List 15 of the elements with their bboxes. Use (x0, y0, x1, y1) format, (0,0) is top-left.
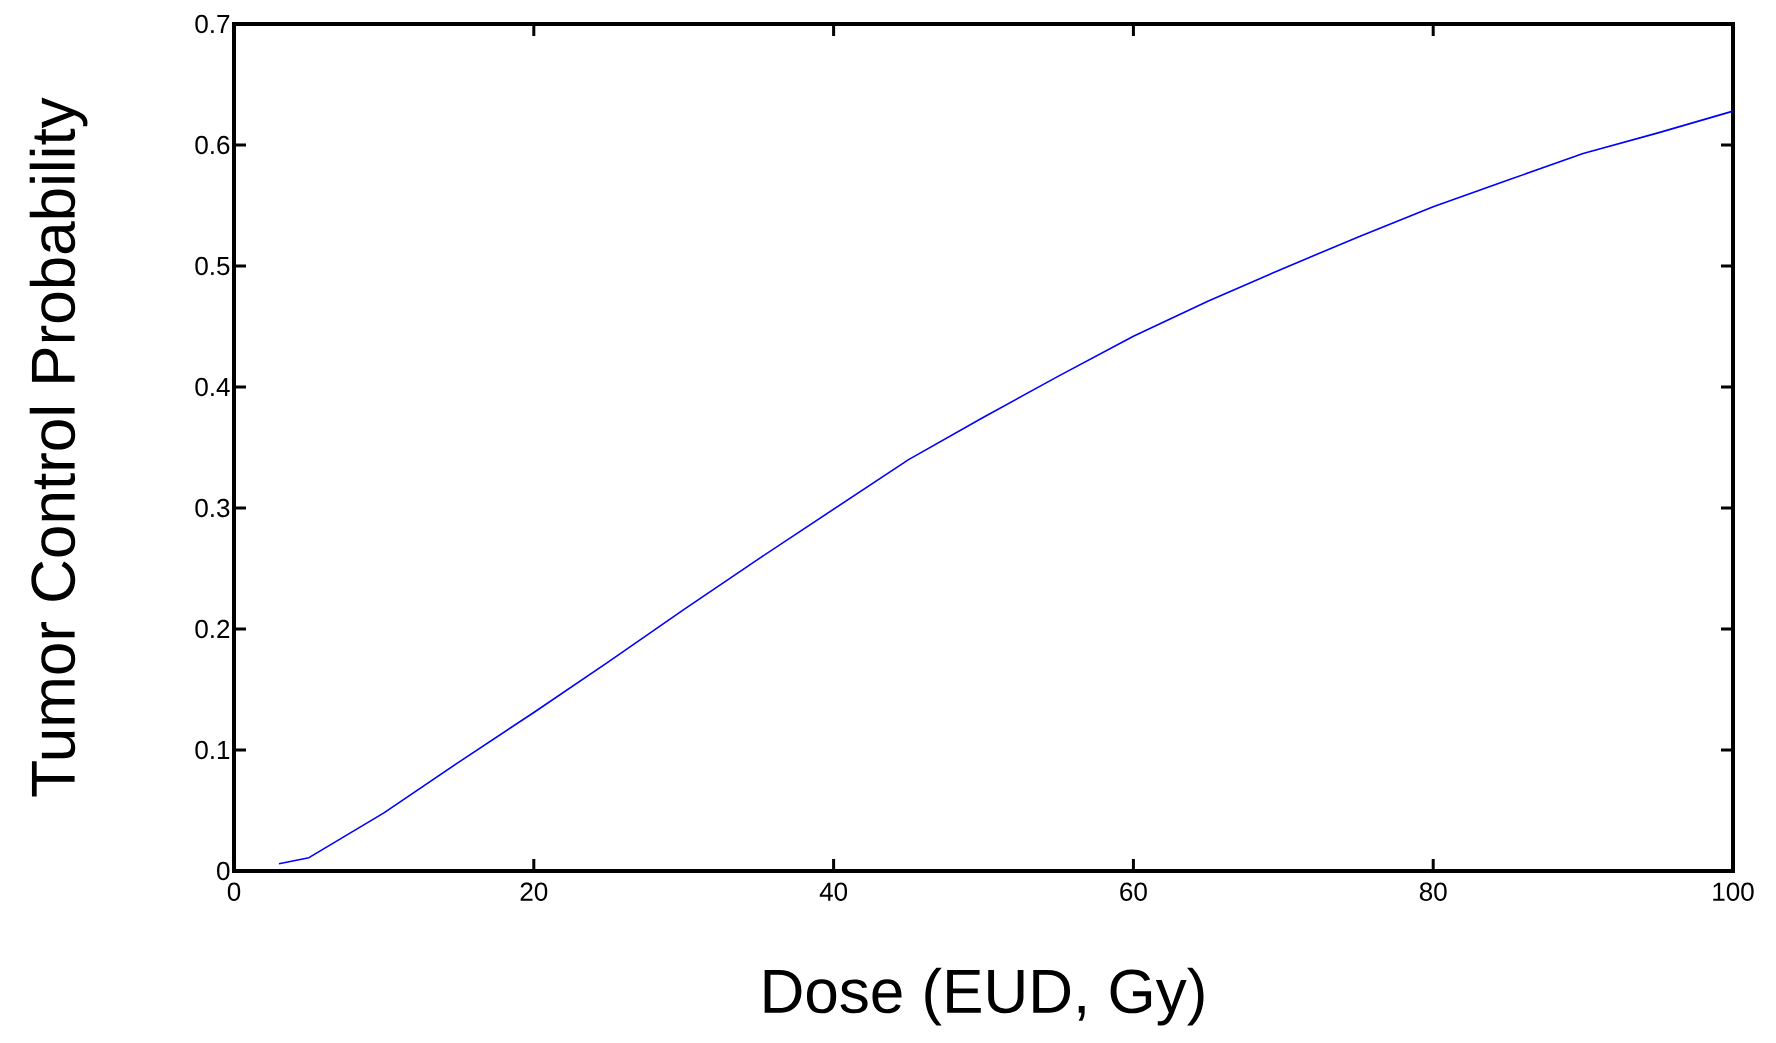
x-tick-label: 80 (1419, 882, 1447, 901)
y-tick-label: 0.5 (195, 256, 230, 276)
y-axis-title: Tumor Control Probability (29, 97, 88, 797)
x-tick-label: 20 (520, 882, 548, 901)
y-tick-label: 0.2 (195, 619, 230, 639)
y-tick-label: 0.4 (195, 377, 230, 397)
y-tick-label: 0.1 (195, 740, 230, 760)
y-tick-label: 0.6 (195, 135, 230, 155)
x-tick-label: 60 (1120, 882, 1147, 901)
y-tick-label: 0 (217, 861, 230, 881)
y-tick-label: 0.7 (195, 14, 230, 34)
x-tick-label: 100 (1713, 882, 1754, 901)
x-axis-title: Dose (EUD, Gy) (764, 967, 1204, 1026)
y-tick-label: 0.3 (195, 498, 230, 518)
x-tick-label: 40 (819, 882, 848, 901)
